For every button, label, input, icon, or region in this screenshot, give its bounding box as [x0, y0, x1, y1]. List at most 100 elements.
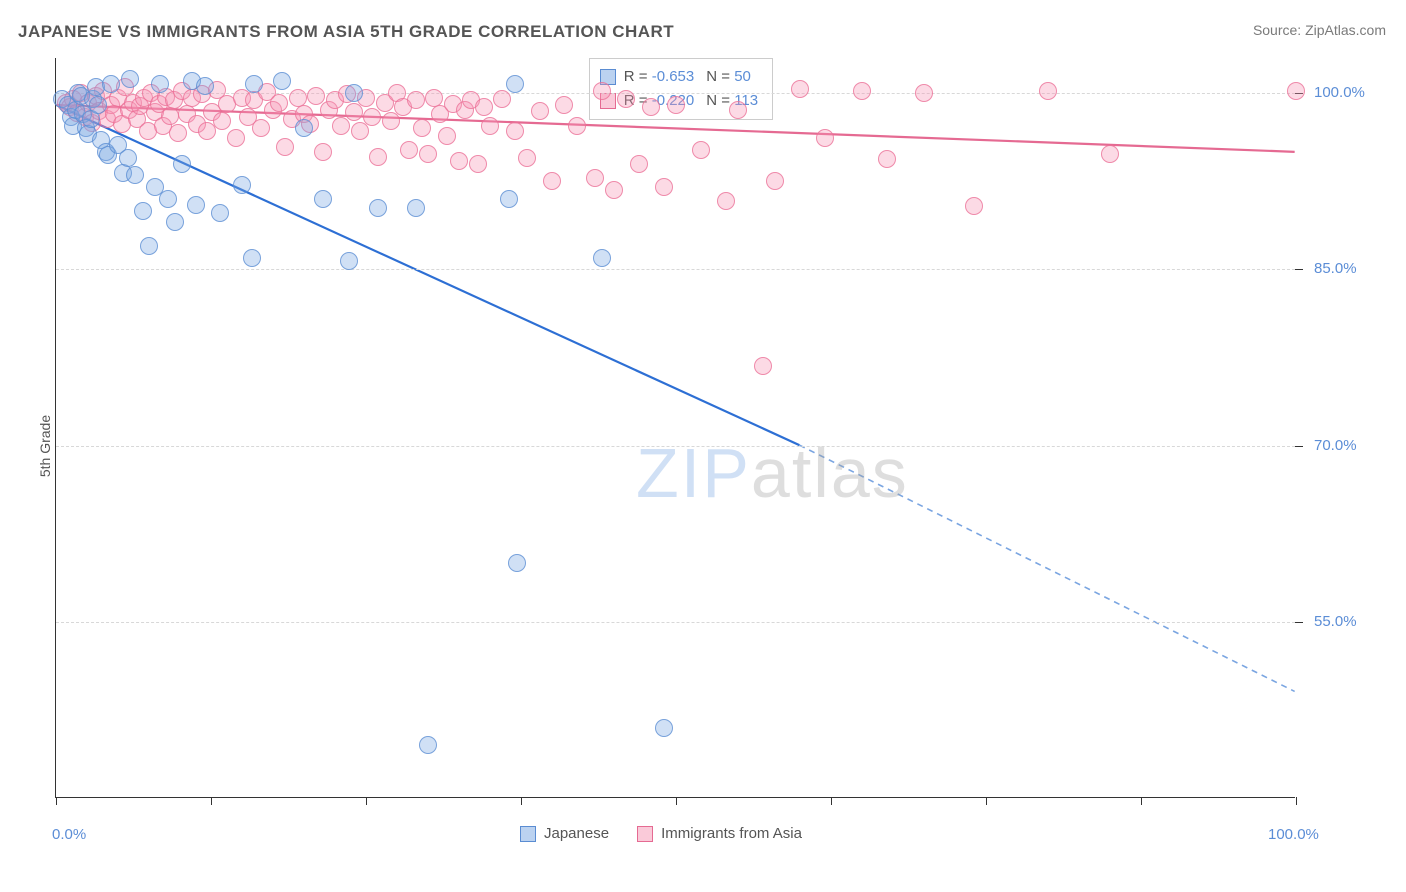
- data-point-immigrants: [816, 129, 834, 147]
- data-point-immigrants: [469, 155, 487, 173]
- gridline-h: [56, 446, 1295, 447]
- data-point-immigrants: [853, 82, 871, 100]
- japanese-r-value: -0.653: [652, 68, 695, 85]
- chart-legend: Japanese Immigrants from Asia: [520, 825, 802, 842]
- data-point-japanese: [173, 155, 191, 173]
- data-point-japanese: [119, 149, 137, 167]
- data-point-japanese: [166, 213, 184, 231]
- data-point-japanese: [159, 190, 177, 208]
- data-point-immigrants: [766, 172, 784, 190]
- data-point-japanese: [508, 554, 526, 572]
- data-point-immigrants: [450, 152, 468, 170]
- y-tick-label: 100.0%: [1314, 84, 1365, 101]
- chart-title: JAPANESE VS IMMIGRANTS FROM ASIA 5TH GRA…: [18, 22, 674, 42]
- japanese-n-value: 50: [734, 68, 751, 85]
- data-point-immigrants: [213, 112, 231, 130]
- x-tick-label: 0.0%: [52, 826, 86, 843]
- data-point-immigrants: [593, 82, 611, 100]
- data-point-immigrants: [169, 124, 187, 142]
- data-point-immigrants: [518, 149, 536, 167]
- data-point-japanese: [593, 249, 611, 267]
- data-point-immigrants: [1287, 82, 1305, 100]
- data-point-immigrants: [407, 91, 425, 109]
- data-point-japanese: [126, 166, 144, 184]
- trend-lines: [56, 58, 1295, 797]
- legend-label-immigrants: Immigrants from Asia: [661, 825, 802, 842]
- data-point-japanese: [102, 75, 120, 93]
- data-point-japanese: [655, 719, 673, 737]
- data-point-japanese: [243, 249, 261, 267]
- data-point-immigrants: [332, 117, 350, 135]
- data-point-immigrants: [729, 101, 747, 119]
- gridline-h: [56, 269, 1295, 270]
- data-point-japanese: [369, 199, 387, 217]
- data-point-immigrants: [438, 127, 456, 145]
- data-point-immigrants: [586, 169, 604, 187]
- data-point-japanese: [187, 196, 205, 214]
- data-point-immigrants: [617, 90, 635, 108]
- data-point-immigrants: [555, 96, 573, 114]
- data-point-immigrants: [425, 89, 443, 107]
- y-tick-label: 85.0%: [1314, 260, 1357, 277]
- data-point-japanese: [134, 202, 152, 220]
- data-point-japanese: [295, 119, 313, 137]
- data-point-immigrants: [667, 96, 685, 114]
- data-point-immigrants: [252, 119, 270, 137]
- gridline-h: [56, 622, 1295, 623]
- data-point-immigrants: [363, 108, 381, 126]
- data-point-immigrants: [791, 80, 809, 98]
- data-point-immigrants: [400, 141, 418, 159]
- data-point-immigrants: [314, 143, 332, 161]
- source-attribution: Source: ZipAtlas.com: [1253, 22, 1386, 38]
- data-point-immigrants: [543, 172, 561, 190]
- y-axis-label: 5th Grade: [37, 415, 53, 477]
- data-point-japanese: [407, 199, 425, 217]
- data-point-japanese: [419, 736, 437, 754]
- data-point-japanese: [121, 70, 139, 88]
- data-point-immigrants: [369, 148, 387, 166]
- data-point-immigrants: [531, 102, 549, 120]
- data-point-immigrants: [568, 117, 586, 135]
- y-tick-label: 70.0%: [1314, 437, 1357, 454]
- data-point-immigrants: [413, 119, 431, 137]
- data-point-immigrants: [717, 192, 735, 210]
- data-point-japanese: [89, 96, 107, 114]
- data-point-immigrants: [276, 138, 294, 156]
- data-point-japanese: [140, 237, 158, 255]
- stats-row-japanese: R = -0.653N = 50: [600, 65, 758, 89]
- data-point-japanese: [500, 190, 518, 208]
- legend-swatch-blue: [520, 826, 536, 842]
- data-point-immigrants: [1101, 145, 1119, 163]
- data-point-japanese: [340, 252, 358, 270]
- x-tick-label: 100.0%: [1268, 826, 1319, 843]
- data-point-immigrants: [351, 122, 369, 140]
- data-point-immigrants: [481, 117, 499, 135]
- data-point-immigrants: [493, 90, 511, 108]
- y-tick-label: 55.0%: [1314, 613, 1357, 630]
- data-point-immigrants: [965, 197, 983, 215]
- data-point-japanese: [506, 75, 524, 93]
- legend-item-immigrants: Immigrants from Asia: [637, 825, 802, 842]
- data-point-immigrants: [475, 98, 493, 116]
- data-point-immigrants: [345, 103, 363, 121]
- scatter-plot-area: R = -0.653N = 50 R = -0.220N = 113 ZIPat…: [55, 58, 1295, 798]
- data-point-japanese: [211, 204, 229, 222]
- data-point-immigrants: [506, 122, 524, 140]
- data-point-immigrants: [419, 145, 437, 163]
- data-point-immigrants: [227, 129, 245, 147]
- legend-swatch-pink: [637, 826, 653, 842]
- data-point-immigrants: [754, 357, 772, 375]
- data-point-japanese: [273, 72, 291, 90]
- data-point-immigrants: [878, 150, 896, 168]
- data-point-japanese: [245, 75, 263, 93]
- data-point-immigrants: [161, 107, 179, 125]
- data-point-japanese: [345, 84, 363, 102]
- data-point-immigrants: [692, 141, 710, 159]
- data-point-immigrants: [605, 181, 623, 199]
- data-point-immigrants: [382, 112, 400, 130]
- data-point-immigrants: [289, 89, 307, 107]
- data-point-immigrants: [1039, 82, 1057, 100]
- data-point-japanese: [233, 176, 251, 194]
- data-point-japanese: [314, 190, 332, 208]
- data-point-japanese: [151, 75, 169, 93]
